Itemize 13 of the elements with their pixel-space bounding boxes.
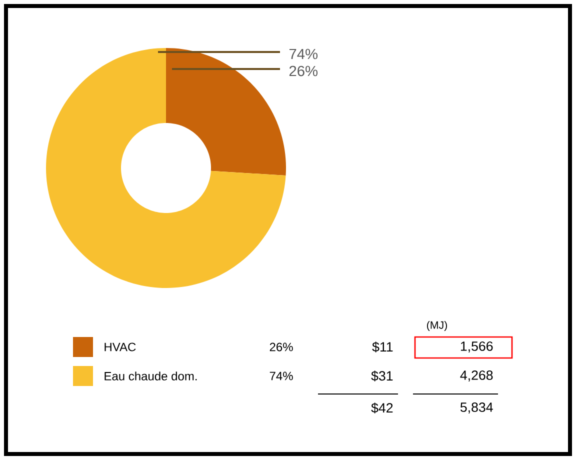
data-label: 26% (289, 66, 318, 76)
text: 1,566 (460, 341, 493, 353)
text: $11 (372, 342, 393, 352)
text: 74% (270, 372, 293, 380)
text: $42 (371, 402, 393, 414)
data-label: 74% (289, 48, 318, 60)
text: 5,834 (460, 402, 493, 414)
legend-label: Eau chaude dom. (104, 372, 197, 380)
legend-label: HVAC (104, 342, 136, 352)
text: 4,268 (460, 370, 493, 382)
text: $31 (371, 370, 393, 382)
text: (MJ) (427, 321, 447, 331)
text: 26% (270, 342, 293, 352)
